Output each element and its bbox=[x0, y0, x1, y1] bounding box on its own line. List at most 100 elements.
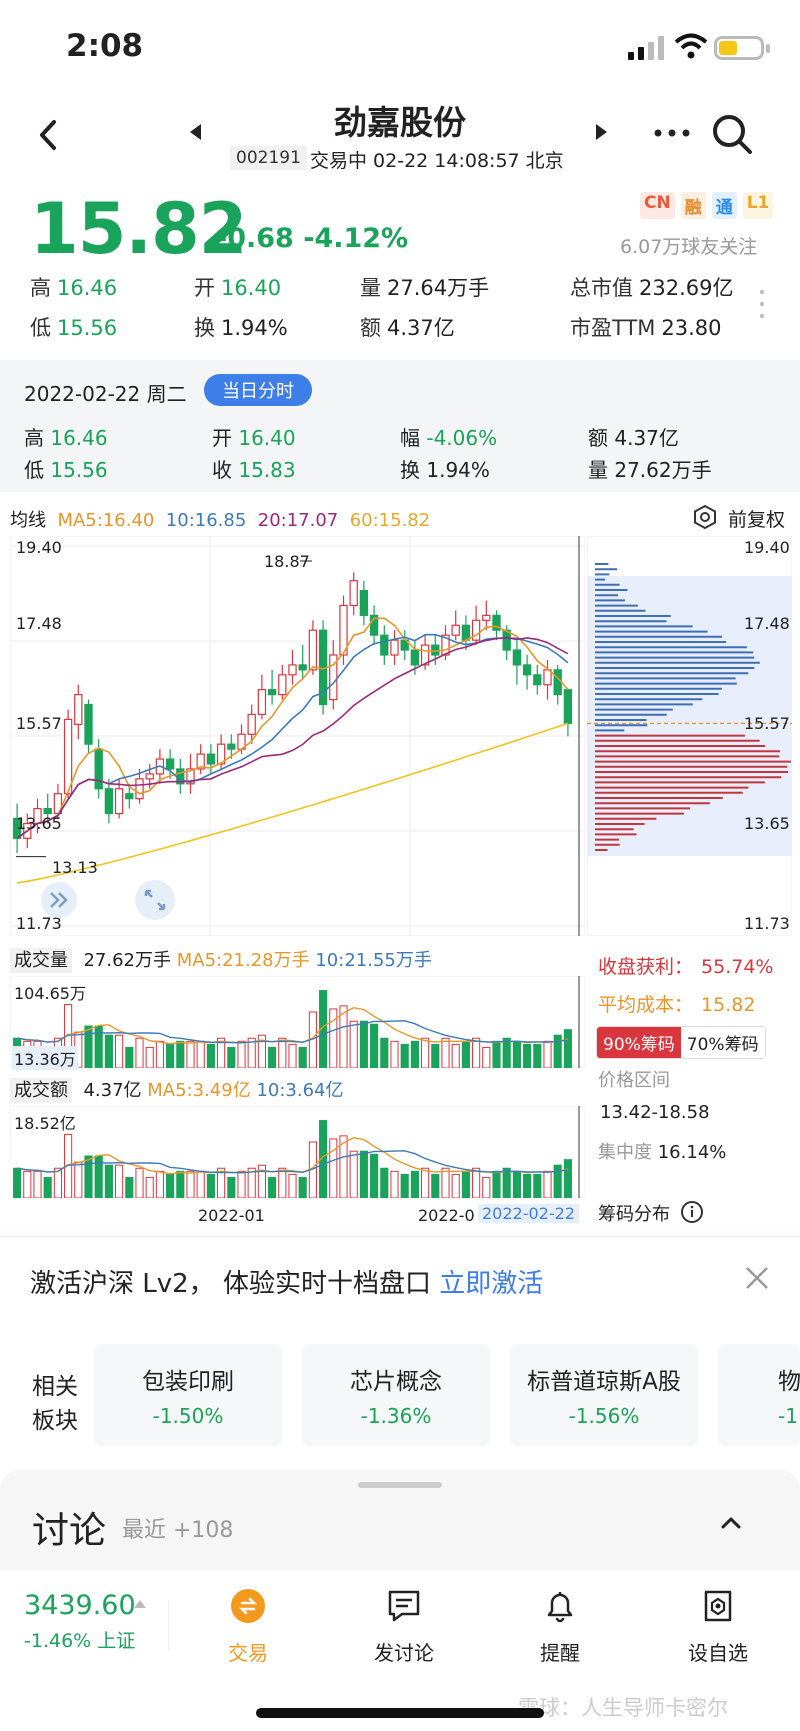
chip-price-tick: 19.40 bbox=[744, 538, 790, 557]
tab-alert[interactable]: 提醒 bbox=[500, 1586, 620, 1666]
candle-body bbox=[44, 809, 51, 814]
volume-bar bbox=[85, 1156, 92, 1198]
tab-post[interactable]: 发讨论 bbox=[344, 1586, 464, 1666]
volume-bar bbox=[432, 1044, 439, 1068]
chip-price-tick: 17.48 bbox=[744, 614, 790, 633]
x-label-start: 2022-01 bbox=[198, 1206, 265, 1225]
volume-bar bbox=[483, 1047, 490, 1068]
volume-bar bbox=[330, 1009, 337, 1068]
price-tick: 13.65 bbox=[16, 814, 62, 833]
badge-cn: CN bbox=[640, 192, 675, 219]
volume-bar bbox=[85, 1026, 92, 1068]
chip-tab-70[interactable]: 70%筹码 bbox=[681, 1027, 765, 1058]
candle-body bbox=[105, 789, 112, 814]
activate-link[interactable]: 立即激活 bbox=[439, 1269, 543, 1299]
volume-ma5: MA5:21.28万手 bbox=[177, 950, 310, 971]
discussion-sheet[interactable]: 讨论 最近 +108 bbox=[0, 1470, 800, 1570]
change-percent: -4.12% bbox=[303, 223, 408, 254]
volume-bar bbox=[187, 1041, 194, 1068]
intraday-button[interactable]: 当日分时 bbox=[204, 374, 312, 406]
x-label-mid: 2022-0 bbox=[418, 1206, 475, 1225]
close-icon[interactable] bbox=[744, 1265, 770, 1291]
volume-bar bbox=[411, 1171, 418, 1198]
scroll-forward-icon[interactable] bbox=[34, 880, 84, 920]
stock-name: 劲嘉股份 bbox=[240, 96, 560, 144]
volume-bar bbox=[197, 1171, 204, 1198]
volume-bar bbox=[238, 1041, 245, 1068]
search-icon[interactable] bbox=[710, 112, 754, 156]
volume-bar bbox=[105, 1035, 112, 1068]
day-date: 2022-02-22 周二 bbox=[24, 378, 187, 407]
volume-bar bbox=[187, 1171, 194, 1198]
quote-open: 开 16.40 bbox=[194, 272, 281, 302]
index-value[interactable]: 3439.60 bbox=[24, 1590, 136, 1621]
candle-body bbox=[309, 630, 316, 670]
volume-bar bbox=[513, 1041, 520, 1068]
volume-bar bbox=[116, 1165, 123, 1198]
chip-tab-90[interactable]: 90%筹码 bbox=[597, 1027, 681, 1058]
settings-hex-icon[interactable] bbox=[692, 504, 718, 530]
candle-body bbox=[65, 719, 72, 793]
candle-body bbox=[258, 690, 265, 715]
volume-bar bbox=[371, 1154, 378, 1198]
price-tick: 19.40 bbox=[16, 538, 62, 557]
volume-bar bbox=[167, 1174, 174, 1198]
quote-high: 高 16.46 bbox=[30, 272, 117, 302]
candle-body bbox=[524, 665, 531, 675]
volume-bar bbox=[411, 1041, 418, 1068]
candle-body bbox=[462, 625, 469, 640]
volume-bar bbox=[167, 1044, 174, 1068]
back-arrow-icon[interactable] bbox=[30, 110, 70, 160]
prev-stock-icon[interactable] bbox=[190, 124, 201, 140]
ma5-value: MA5:16.40 bbox=[57, 510, 154, 531]
volume-bar bbox=[279, 1038, 286, 1068]
price-change: -0.68 -4.12% bbox=[216, 223, 408, 254]
volume-bar bbox=[544, 1171, 551, 1198]
next-stock-icon[interactable] bbox=[596, 124, 607, 140]
amount-chart[interactable] bbox=[10, 1106, 585, 1198]
volume-bar bbox=[422, 1168, 429, 1198]
volume-bar bbox=[228, 1047, 235, 1068]
drag-handle[interactable] bbox=[358, 1482, 442, 1488]
volume-bar bbox=[238, 1171, 245, 1198]
volume-bar bbox=[391, 1041, 398, 1068]
day-summary-panel: 2022-02-22 周二 当日分时 高 16.46 低 15.56 开 16.… bbox=[0, 360, 800, 492]
volume-bar bbox=[299, 1047, 306, 1068]
volume-bar bbox=[156, 1041, 163, 1068]
volume-bar bbox=[493, 1041, 500, 1068]
volume-bar bbox=[432, 1174, 439, 1198]
more-options-icon[interactable] bbox=[652, 118, 692, 148]
tab-trade[interactable]: 交易 bbox=[188, 1586, 308, 1666]
volume-bar bbox=[422, 1038, 429, 1068]
fullscreen-icon[interactable] bbox=[130, 878, 180, 922]
volume-bar bbox=[534, 1174, 541, 1198]
volume-bar bbox=[207, 1174, 214, 1198]
adjust-mode-button[interactable]: 前复权 bbox=[728, 505, 785, 532]
quote-market-cap: 总市值 232.69亿 bbox=[570, 272, 733, 302]
last-price: 15.82 bbox=[30, 188, 246, 270]
stock-code: 002191 bbox=[230, 146, 307, 170]
sector-card[interactable]: 标普道琼斯A股 -1.56% bbox=[510, 1344, 698, 1446]
volume-bar bbox=[381, 1038, 388, 1068]
candle-body bbox=[146, 774, 153, 779]
chevron-up-icon[interactable] bbox=[716, 1508, 746, 1538]
discussion-title: 讨论 bbox=[32, 1500, 106, 1554]
average-cost: 平均成本： 15.82 bbox=[598, 990, 755, 1017]
sector-card[interactable]: 包装印刷 -1.50% bbox=[94, 1344, 282, 1446]
amount-value: 4.37亿 bbox=[83, 1080, 141, 1101]
candle-body bbox=[452, 625, 459, 635]
expand-dots-icon[interactable] bbox=[760, 290, 766, 326]
volume-bar bbox=[177, 1171, 184, 1198]
info-icon[interactable] bbox=[680, 1200, 704, 1224]
lv2-banner[interactable]: 激活沪深 Lv2， 体验实时十档盘口 立即激活 bbox=[0, 1236, 800, 1320]
volume-bar bbox=[391, 1171, 398, 1198]
sector-card[interactable]: 物 -1 bbox=[718, 1344, 800, 1446]
chip-price-tick: 11.73 bbox=[744, 914, 790, 933]
volume-chart[interactable] bbox=[10, 976, 585, 1068]
sector-card[interactable]: 芯片概念 -1.36% bbox=[302, 1344, 490, 1446]
volume-bar bbox=[564, 1160, 571, 1198]
tab-watchlist[interactable]: 设自选 bbox=[658, 1586, 778, 1666]
ma60-line bbox=[17, 723, 568, 883]
chip-price-tick: 13.65 bbox=[744, 814, 790, 833]
volume-bar bbox=[146, 1047, 153, 1068]
